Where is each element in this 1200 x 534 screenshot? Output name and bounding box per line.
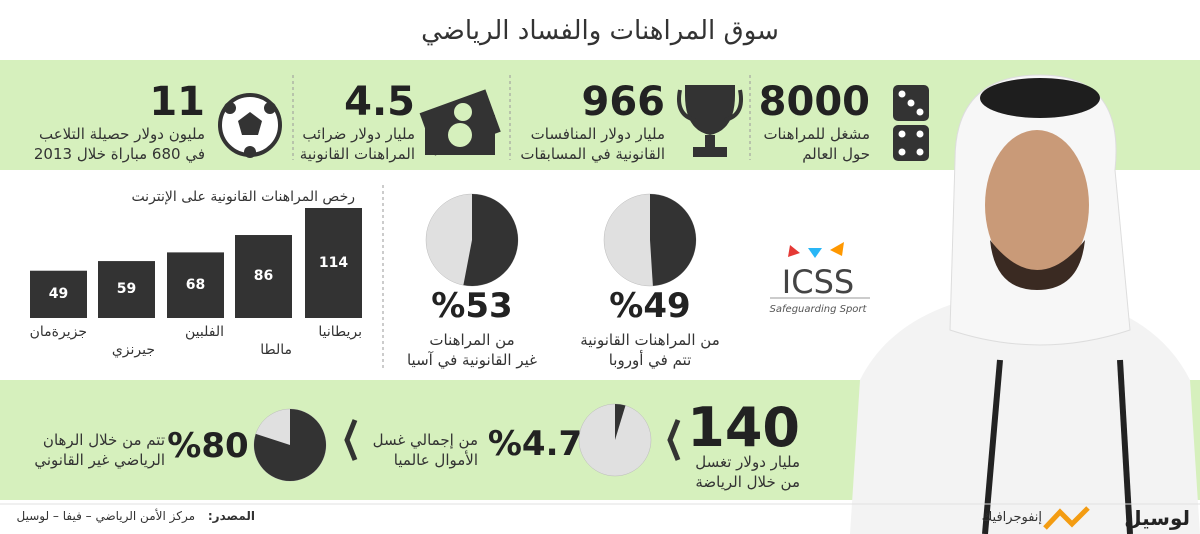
stat-label: في 680 مباراة خلال 2013 — [33, 145, 205, 163]
pie-slice — [650, 194, 697, 286]
laundering-value: 140 — [687, 395, 800, 459]
pie-slice — [253, 409, 327, 481]
bar-category: جزيرةمان — [29, 323, 87, 340]
pie-slice — [615, 404, 626, 440]
stat-value: 966 — [581, 79, 666, 125]
bar-category: جيرنزي — [111, 341, 155, 358]
stat-label: مليار دولار ضرائب — [302, 125, 415, 143]
chevrons — [344, 419, 681, 461]
brand-section: إنفوجرافيك — [981, 510, 1042, 526]
pie-caption: من إجمالي غسل — [372, 431, 478, 449]
bar-value: 68 — [185, 276, 206, 293]
bar — [30, 270, 87, 318]
brand-name: لوسيل — [1124, 506, 1190, 530]
stat-label: مليون دولار حصيلة التلاعب — [38, 125, 205, 143]
bar-value: 86 — [253, 268, 274, 285]
stat-value: 11 — [149, 79, 205, 125]
chart-title: رخص المراهنات القانونية على الإنترنت — [131, 188, 355, 205]
pie-label: %80 — [167, 425, 249, 466]
money-icon — [419, 89, 501, 156]
stat-label: القانونية في المسابقات — [520, 145, 665, 163]
pie-caption: من المراهنات — [429, 331, 515, 349]
trophy-icon — [677, 85, 743, 157]
logo-tagline: Safeguarding Sport — [769, 304, 867, 315]
stat-label: مشغل للمراهنات — [763, 125, 870, 143]
stat-label: مليار دولار المنافسات — [530, 125, 665, 143]
pie-caption: غير القانونية في آسيا — [406, 351, 538, 369]
bar-category: بريطانيا — [318, 323, 362, 340]
bar — [98, 261, 155, 318]
stat-label: المراهنات القانونية — [299, 145, 415, 163]
pie-caption: الرياضي غير القانوني — [34, 451, 165, 469]
bar-category: مالطا — [260, 341, 292, 358]
pie-slice — [463, 194, 519, 287]
source-label: المصدر: — [207, 508, 255, 523]
dice-icon — [893, 85, 929, 161]
pie-label: %49 — [609, 285, 691, 326]
stat-value: 4.5 — [344, 79, 415, 125]
logo-name: ICSS — [781, 262, 855, 301]
title: سوق المراهنات والفساد الرياضي — [421, 16, 779, 47]
bar-value: 49 — [48, 285, 69, 302]
bar-value: 59 — [116, 281, 137, 298]
ball-icon — [218, 93, 282, 158]
source: مركز الأمن الرياضي – فيفا – لوسيل — [16, 508, 195, 523]
pie-caption: الأموال عالميا — [393, 451, 478, 469]
pie-caption: تتم من خلال الرهان — [42, 431, 165, 449]
bar — [235, 235, 292, 318]
pie-label: %4.7 — [487, 423, 583, 464]
pie-caption: من المراهنات القانونية — [580, 331, 720, 349]
bar — [305, 208, 362, 318]
portrait — [850, 74, 1200, 534]
stat-label: حول العالم — [802, 145, 870, 163]
stat-value: 8000 — [758, 79, 870, 125]
bar-category: الفلبين — [185, 323, 224, 340]
laundering-label: من خلال الرياضة — [695, 473, 800, 491]
bar-value: 114 — [318, 254, 349, 271]
bar — [167, 252, 224, 318]
pie-caption: تتم في أوروبا — [608, 351, 692, 369]
laundering-label: مليار دولار تغسل — [695, 453, 800, 471]
pie-label: %53 — [431, 285, 513, 326]
dividers — [292, 75, 751, 370]
brand-mark — [1043, 506, 1090, 530]
icss-logo-shapes — [770, 242, 870, 299]
